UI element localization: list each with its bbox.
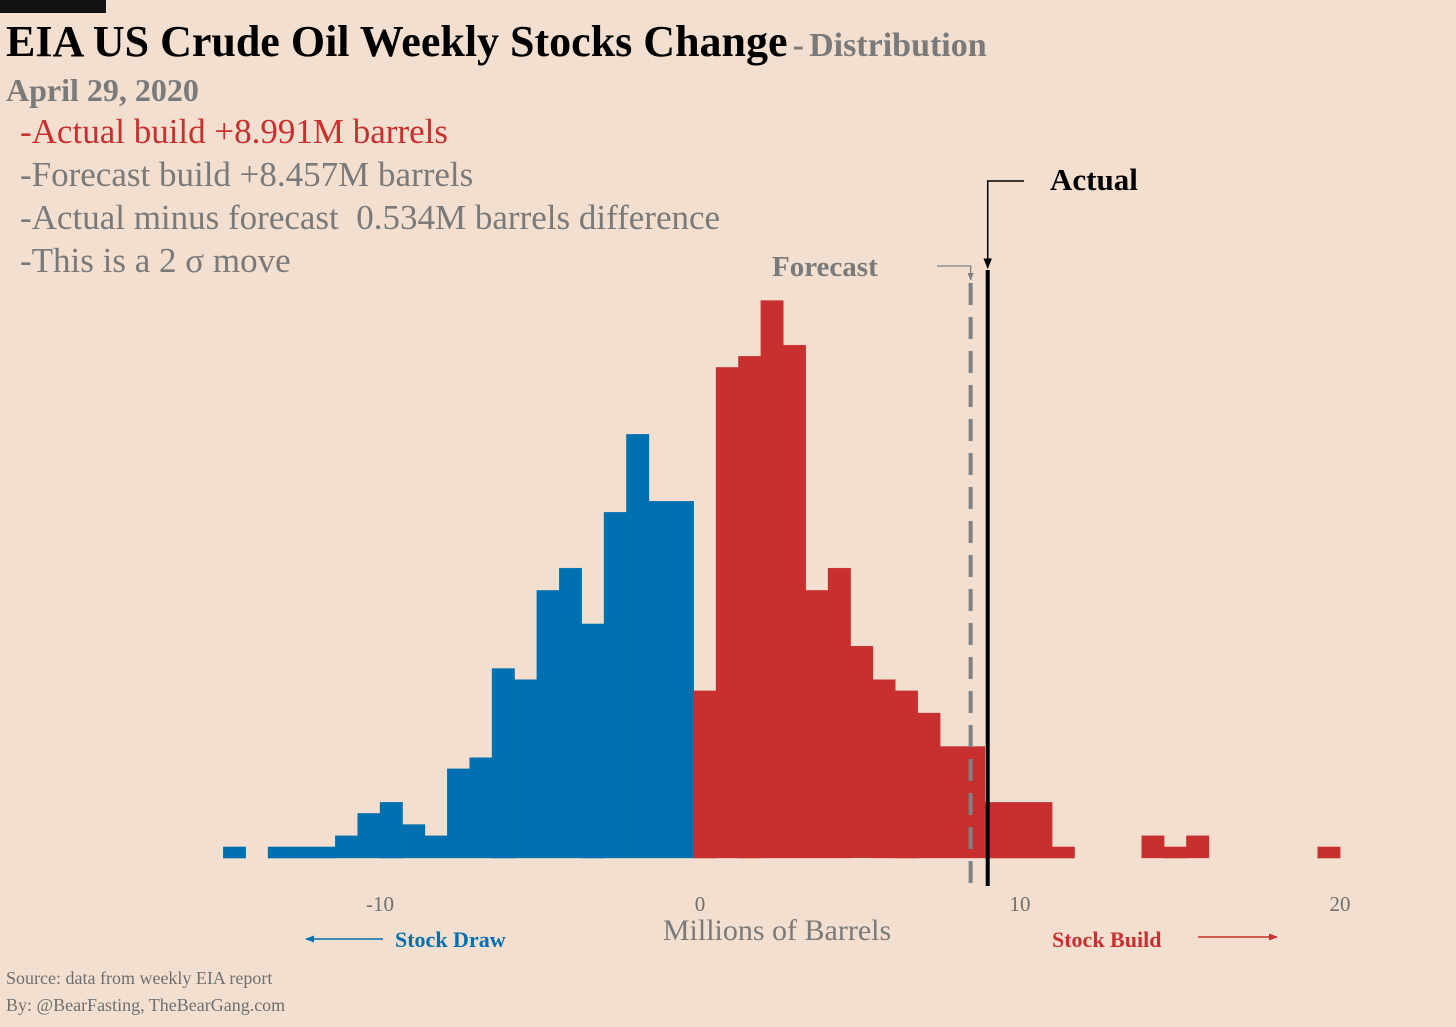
histogram-bar [290,846,314,859]
histogram-bar [962,746,986,859]
actual-label: Actual [1050,162,1138,197]
histogram-bar [312,846,336,859]
histogram-bar [917,712,941,859]
histogram-bar [872,679,896,859]
histogram-bar [715,367,739,859]
histogram-bar [603,512,627,859]
histogram-bar [469,757,493,859]
histogram-bar [536,590,560,859]
histogram-bar [402,824,426,859]
chart-title: EIA US Crude Oil Weekly Stocks Change - … [6,16,987,67]
histogram-bar [760,300,784,859]
forecast-arrow [937,265,974,281]
histogram-bar [648,501,672,859]
histogram-bar [827,567,851,859]
histogram-bar [424,835,448,859]
summary-sigma: -This is a 2 σ move [20,241,291,280]
histogram-bar [939,746,963,859]
histogram-bar [1029,802,1053,859]
histogram-bar [805,590,829,859]
x-tick-label: 20 [1330,892,1351,916]
histogram-bar [514,679,538,859]
summary-difference: -Actual minus forecast 0.534M barrels di… [20,198,721,237]
histogram-bar [223,846,246,859]
histogram-bar [267,846,291,859]
histogram-bar [783,344,806,859]
histogram-bar [447,768,470,859]
top-accent-bar [0,0,106,13]
stock-build-label: Stock Build [1052,927,1161,952]
histogram-bar [1007,802,1030,859]
title-subtitle: Distribution [809,27,987,64]
histogram-bar [671,501,694,859]
histogram-bar [559,567,582,859]
x-axis-label: Millions of Barrels [663,914,891,947]
histogram-bar [1317,846,1341,859]
histogram-bar [738,356,762,859]
histogram-bar [379,802,403,859]
summary-actual: -Actual build +8.991M barrels [20,112,448,151]
x-tick-label: -10 [366,892,394,916]
title-main: EIA US Crude Oil Weekly Stocks Change [6,17,788,66]
histogram-bar [1051,846,1075,859]
x-tick-label: 10 [1010,892,1031,916]
histogram-bar [1141,835,1165,859]
histogram-bar [626,434,650,859]
histogram-bar [357,813,381,859]
forecast-label: Forecast [772,251,878,283]
histogram-bar [850,645,874,859]
histogram-bar [895,690,918,859]
stock-draw-label: Stock Draw [395,927,506,952]
title-dash: - [792,27,804,64]
histogram-bar [1163,846,1187,859]
x-tick-label: 0 [695,892,706,916]
histogram-bar [581,623,605,859]
summary-forecast: -Forecast build +8.457M barrels [20,155,474,194]
actual-arrow [983,180,1024,270]
source-note: Source: data from weekly EIA report [6,968,273,988]
byline: By: @BearFasting, TheBearGang.com [6,995,286,1015]
histogram-bar [693,690,717,859]
histogram-bar [491,668,515,859]
report-date: April 29, 2020 [6,72,199,108]
histogram-bar [335,835,358,859]
histogram-bar [1186,835,1210,859]
